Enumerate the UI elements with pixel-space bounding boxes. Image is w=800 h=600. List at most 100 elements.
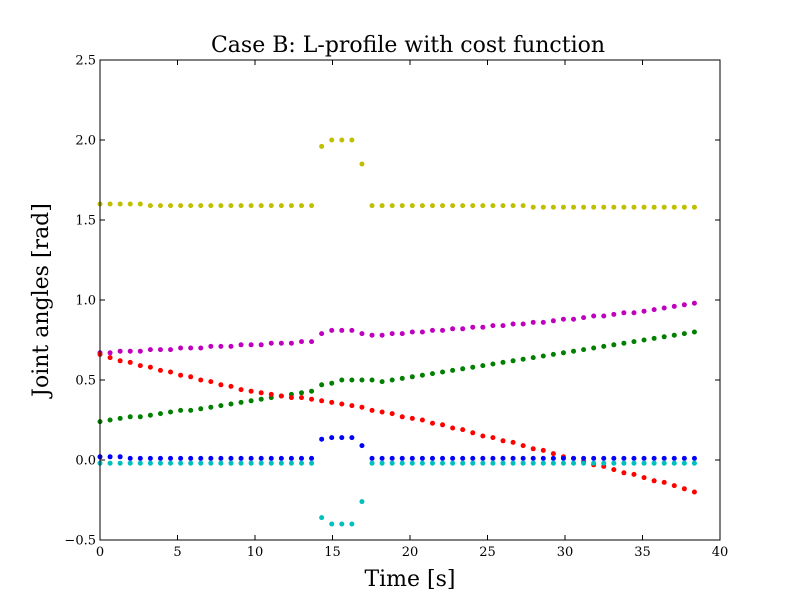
data-point	[591, 345, 597, 351]
data-point	[450, 203, 456, 209]
data-point	[147, 412, 153, 418]
data-point	[178, 455, 184, 461]
data-point	[460, 455, 466, 461]
data-point	[429, 203, 435, 209]
data-point	[641, 475, 647, 481]
data-point	[329, 399, 335, 405]
data-point	[631, 455, 637, 461]
data-point	[168, 347, 174, 353]
data-point	[208, 460, 214, 466]
data-point	[248, 388, 254, 394]
data-point	[550, 351, 556, 357]
data-point	[399, 375, 405, 381]
data-point	[248, 460, 254, 466]
data-point	[409, 329, 415, 335]
data-point	[419, 203, 425, 209]
chart-title: Case B: L-profile with cost function	[211, 33, 605, 58]
x-tick-label: 25	[479, 545, 496, 560]
data-point	[319, 382, 325, 388]
data-point	[500, 359, 506, 365]
data-point	[661, 334, 667, 340]
y-tick-label: 1.5	[75, 214, 96, 229]
data-point	[681, 455, 687, 461]
data-point	[107, 201, 113, 207]
data-point	[127, 455, 133, 461]
y-tick-label: 0.5	[75, 374, 96, 389]
data-point	[248, 342, 254, 348]
series-6	[97, 460, 697, 527]
data-point	[198, 377, 204, 383]
data-point	[349, 435, 355, 441]
data-point	[188, 460, 194, 466]
data-point	[641, 460, 647, 466]
data-point	[440, 460, 446, 466]
data-point	[681, 302, 687, 308]
data-point	[510, 455, 516, 461]
data-point	[349, 327, 355, 333]
data-point	[198, 345, 204, 351]
data-point	[691, 329, 697, 335]
data-point	[349, 403, 355, 409]
data-point	[560, 204, 566, 210]
data-point	[550, 451, 556, 457]
data-point	[208, 455, 214, 461]
data-point	[238, 387, 244, 393]
data-point	[651, 455, 657, 461]
data-point	[228, 401, 234, 407]
data-point	[369, 455, 375, 461]
data-point	[399, 331, 405, 337]
data-point	[429, 455, 435, 461]
data-point	[299, 395, 304, 401]
data-point	[399, 414, 405, 420]
data-point	[530, 460, 536, 466]
data-point	[601, 343, 607, 349]
data-point	[218, 455, 224, 461]
data-point	[540, 455, 546, 461]
data-point	[339, 401, 345, 407]
data-point	[147, 364, 153, 370]
data-point	[379, 460, 385, 466]
data-point	[309, 396, 315, 402]
data-point	[480, 433, 486, 439]
data-point	[359, 377, 365, 383]
data-point	[399, 460, 405, 466]
data-point	[228, 455, 234, 461]
data-point	[288, 340, 294, 346]
data-point	[127, 348, 133, 354]
data-point	[450, 326, 456, 332]
data-point	[188, 374, 194, 380]
data-point	[188, 455, 194, 461]
data-point	[117, 460, 123, 466]
data-point	[218, 403, 224, 409]
data-point	[369, 407, 375, 413]
data-point	[450, 425, 456, 431]
data-point	[571, 460, 577, 466]
data-point	[671, 455, 677, 461]
data-point	[278, 393, 284, 399]
data-point	[127, 414, 133, 420]
data-point	[178, 203, 184, 209]
data-point	[299, 390, 304, 396]
data-point	[651, 460, 657, 466]
data-point	[238, 399, 244, 405]
data-point	[369, 203, 375, 209]
data-point	[389, 411, 395, 417]
y-tick-label: 2.0	[75, 134, 96, 149]
data-point	[540, 447, 546, 453]
data-point	[490, 435, 496, 441]
data-point	[147, 347, 153, 353]
data-point	[268, 203, 274, 209]
data-point	[238, 203, 244, 209]
data-point	[319, 331, 325, 337]
data-point	[591, 455, 597, 461]
data-point	[429, 460, 435, 466]
data-point	[601, 204, 607, 210]
data-point	[198, 406, 204, 412]
data-point	[329, 137, 335, 143]
data-point	[178, 345, 184, 351]
data-point	[631, 204, 637, 210]
data-point	[117, 358, 123, 364]
data-point	[691, 489, 697, 495]
data-point	[168, 369, 174, 375]
data-point	[268, 460, 274, 466]
